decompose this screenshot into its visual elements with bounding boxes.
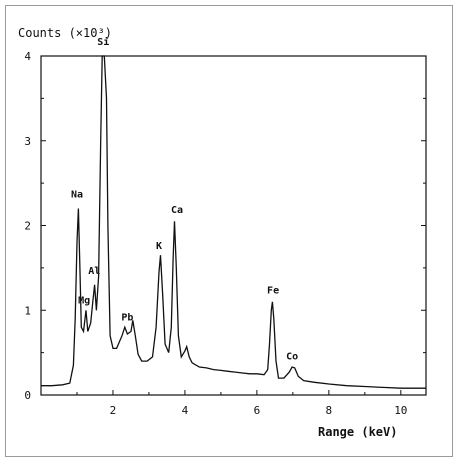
x-tick-label: 8 — [326, 404, 333, 417]
peak-label-al: Al — [88, 266, 100, 277]
axis-ticks: 0 1 2 3 4 2 4 6 8 10 — [24, 50, 426, 417]
peak-label-fe: Fe — [267, 285, 279, 296]
x-tick-label: 10 — [394, 404, 407, 417]
peak-label-mg: Mg — [78, 295, 90, 306]
x-tick-label: 6 — [254, 404, 261, 417]
y-tick-label: 1 — [24, 304, 31, 317]
peak-label-ca: Ca — [171, 205, 183, 216]
peak-label-na: Na — [71, 190, 83, 201]
peak-label-si: Si — [97, 36, 109, 48]
peak-labels: Si Na Al Mg Pb K Ca Fe Co — [71, 36, 298, 362]
spectrum-line — [41, 55, 426, 389]
peak-label-pb: Pb — [121, 312, 133, 323]
x-tick-label: 2 — [110, 404, 117, 417]
y-tick-label: 0 — [24, 389, 31, 402]
x-axis-label: Range (keV) — [318, 425, 397, 439]
y-tick-label: 2 — [24, 220, 31, 233]
peak-label-co: Co — [286, 351, 298, 362]
figure-frame — [5, 5, 453, 457]
y-tick-label: 3 — [24, 135, 31, 148]
y-axis-label: Counts (×10³) — [18, 26, 112, 40]
peak-label-k: K — [156, 241, 162, 252]
x-tick-label: 4 — [182, 404, 189, 417]
y-tick-label: 4 — [24, 50, 31, 63]
